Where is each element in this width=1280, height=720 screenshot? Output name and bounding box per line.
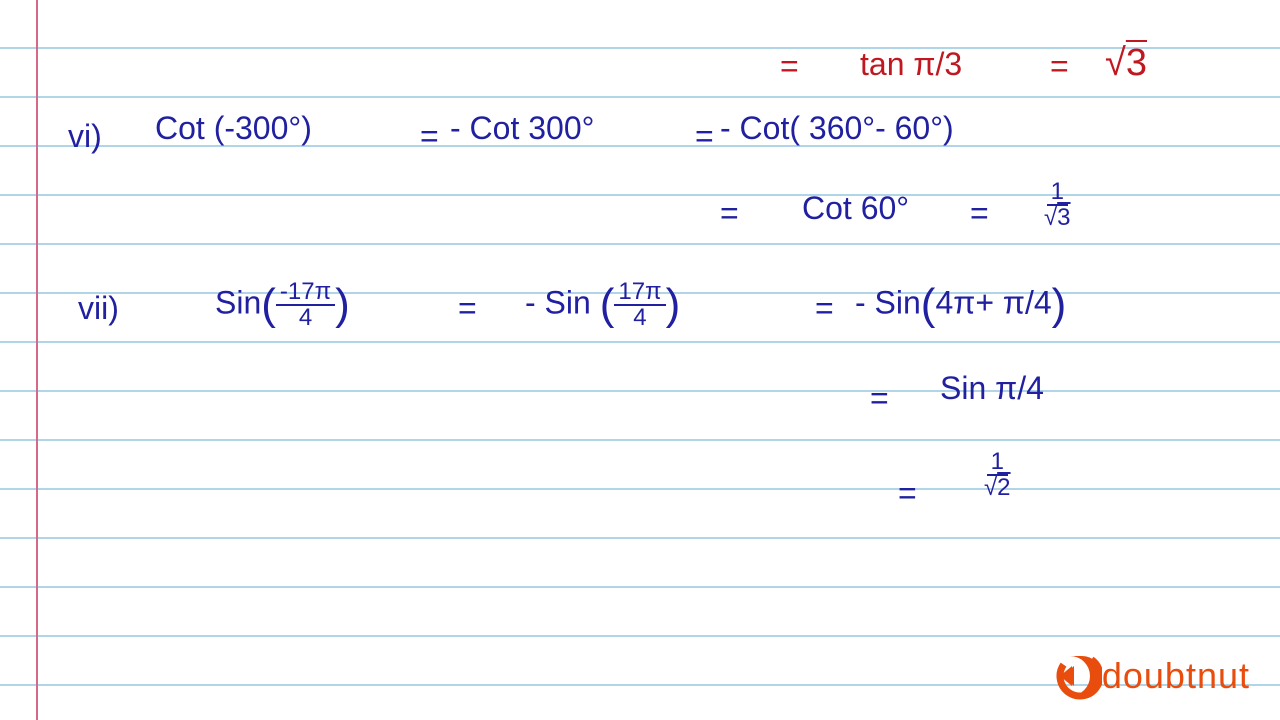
neg-sin-17pi4: - Sin (17π4) bbox=[525, 280, 680, 330]
label-vii: vii) bbox=[78, 290, 119, 327]
label-vi: vi) bbox=[68, 118, 102, 155]
neg-sin-4pi-pi4: - Sin(4π+ π/4) bbox=[855, 280, 1066, 330]
eq-4a: = bbox=[458, 290, 477, 327]
frac-1-sqrt3: 1 √3 bbox=[1040, 180, 1075, 230]
frac4b-num: 17π bbox=[614, 280, 665, 306]
frac4a-den: 4 bbox=[295, 306, 316, 330]
eq-3b: = bbox=[970, 195, 989, 232]
neg-cot300: - Cot 300° bbox=[450, 110, 594, 147]
logo-text: doubtnut bbox=[1102, 655, 1250, 697]
frac3-den: √3 bbox=[1040, 206, 1075, 230]
eq-6: = bbox=[898, 475, 917, 512]
frac6-den: √2 bbox=[980, 476, 1015, 500]
neg-sin-text: - Sin bbox=[525, 284, 591, 320]
sqrt3-result: √3 bbox=[1105, 42, 1147, 85]
eq-2b: = bbox=[695, 118, 714, 155]
eq-3a: = bbox=[720, 195, 739, 232]
sin-text: Sin bbox=[215, 284, 261, 320]
neg-sin2-text: - Sin bbox=[855, 284, 921, 320]
brand-logo: doubtnut bbox=[1054, 652, 1250, 700]
frac3-den-val: 3 bbox=[1057, 204, 1070, 231]
frac4a-num: -17π bbox=[276, 280, 335, 306]
eq-4b: = bbox=[815, 290, 834, 327]
eq-sign-1: = bbox=[780, 48, 799, 85]
eq-sign-1b: = bbox=[1050, 48, 1069, 85]
eq-5: = bbox=[870, 380, 889, 417]
frac6-num: 1 bbox=[987, 450, 1008, 476]
frac6-den-val: 2 bbox=[997, 474, 1010, 501]
tan-pi3: tan π/3 bbox=[860, 46, 962, 83]
sqrt3-value: 3 bbox=[1126, 42, 1147, 84]
sin-neg17pi4: Sin(-17π4) bbox=[215, 280, 350, 330]
margin-line bbox=[36, 0, 38, 720]
cot60: Cot 60° bbox=[802, 190, 909, 227]
cot-neg300: Cot (-300°) bbox=[155, 110, 312, 147]
lined-paper-background bbox=[0, 0, 1280, 720]
sin-pi4: Sin π/4 bbox=[940, 370, 1044, 407]
frac4b-den: 4 bbox=[629, 306, 650, 330]
expr-4pi-pi4: 4π+ π/4 bbox=[935, 284, 1051, 320]
eq-2a: = bbox=[420, 118, 439, 155]
cot-360-60: - Cot( 360°- 60°) bbox=[720, 110, 954, 147]
frac3-num: 1 bbox=[1047, 180, 1068, 206]
logo-icon bbox=[1054, 652, 1102, 700]
frac-1-sqrt2: 1 √2 bbox=[980, 450, 1015, 500]
